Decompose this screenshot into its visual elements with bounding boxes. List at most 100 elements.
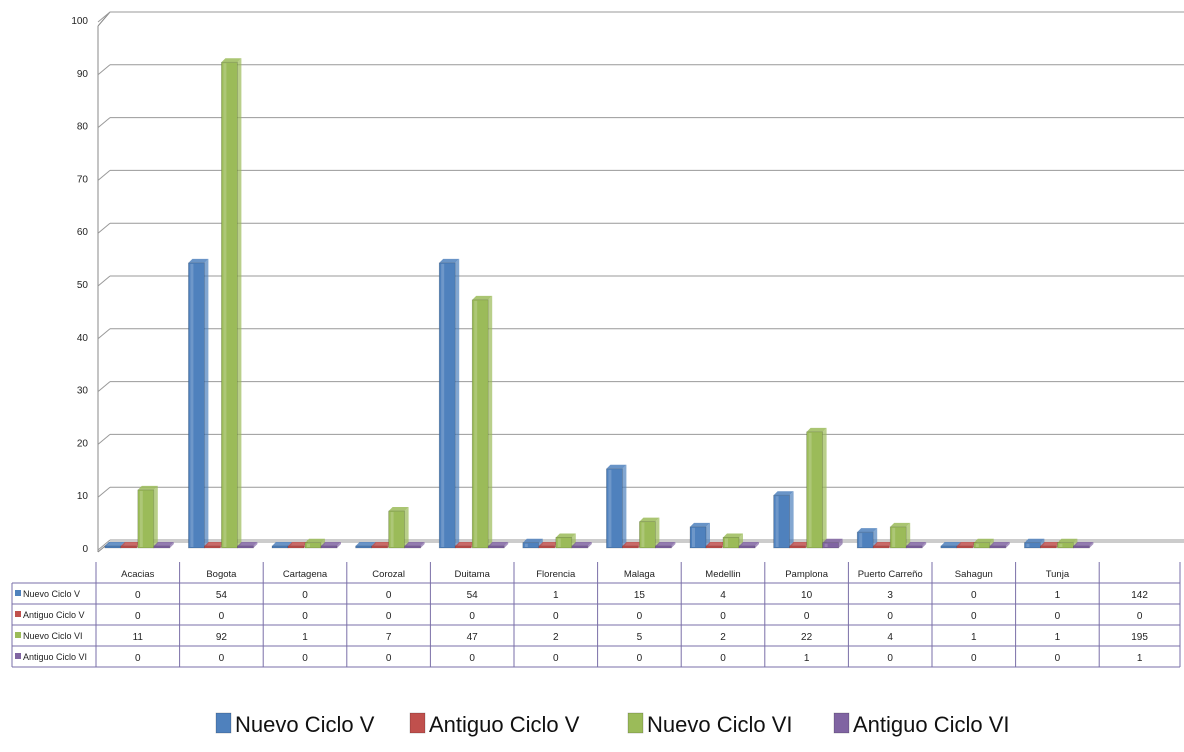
bar-side [822, 427, 827, 548]
data-cell: 1 [804, 653, 810, 664]
data-cell: 0 [637, 653, 643, 664]
bar-highlight [557, 538, 561, 547]
bar-side [922, 542, 927, 548]
bar-front [1040, 545, 1057, 549]
bar-top [890, 522, 911, 527]
bar-highlight [892, 527, 896, 547]
bar [606, 464, 627, 549]
bar-front [622, 545, 639, 549]
data-cell: 5 [637, 632, 643, 643]
bar-top [789, 542, 810, 546]
bar-highlight [859, 533, 863, 547]
bar [773, 491, 794, 549]
bar-side [1089, 542, 1094, 548]
bar-top [137, 485, 158, 490]
data-cell: 22 [801, 632, 813, 643]
data-cell: 11 [133, 632, 144, 643]
data-cell: 0 [971, 653, 977, 664]
data-cell: 0 [971, 611, 977, 622]
bar [404, 542, 425, 549]
bar-front [438, 262, 456, 549]
data-cell: 0 [720, 611, 726, 622]
bar-front [705, 545, 723, 549]
series-swatch [15, 611, 21, 617]
bar-top [639, 517, 660, 522]
total-cell: 142 [1131, 590, 1148, 601]
legend-swatch [833, 712, 850, 734]
gridline-diag [97, 170, 111, 181]
bar-top [237, 542, 258, 546]
bar-top [606, 464, 627, 469]
series-swatch [15, 632, 21, 638]
y-tick-label: 30 [77, 386, 89, 397]
category-label: Florencia [536, 569, 576, 580]
gridline-diag [97, 381, 111, 392]
bar-top [1024, 538, 1045, 543]
bar-top [305, 538, 325, 543]
gridline-diag [97, 64, 111, 76]
data-cell: 0 [135, 590, 141, 601]
bar-front [1057, 542, 1074, 549]
bar [471, 295, 493, 549]
bar [538, 542, 559, 549]
bar-front [153, 545, 171, 549]
bar-top [455, 542, 476, 546]
y-tick-label: 60 [77, 227, 89, 238]
bar-front [237, 545, 254, 549]
bar-top [773, 491, 794, 496]
bar-highlight [975, 543, 979, 547]
bar-top [690, 522, 710, 527]
bar-front [973, 542, 991, 549]
bar-front [471, 299, 489, 549]
bar [905, 542, 927, 549]
bar-highlight [390, 512, 394, 547]
data-cell: 7 [386, 632, 392, 643]
bar-side [655, 517, 660, 548]
series-swatch [15, 653, 21, 659]
data-cell: 1 [553, 590, 559, 601]
category-label: Puerto Carreño [858, 569, 923, 580]
data-cell: 0 [553, 653, 559, 664]
bar-front [454, 545, 472, 549]
bar [1057, 538, 1078, 549]
bar-front [204, 545, 221, 549]
bar-front [555, 537, 573, 549]
data-cell: 0 [135, 611, 141, 622]
data-cell: 1 [971, 632, 977, 643]
bar-top [538, 542, 559, 546]
bar-side [153, 485, 158, 548]
data-cell: 4 [887, 632, 893, 643]
data-cell: 0 [553, 611, 559, 622]
gridline-diag [97, 275, 111, 287]
bar [388, 507, 409, 549]
bar-highlight [524, 543, 528, 547]
category-label: Tunja [1046, 569, 1070, 580]
bar-front [689, 526, 707, 549]
bar-top [873, 542, 894, 546]
total-cell: 1 [1137, 653, 1143, 664]
bar [639, 517, 660, 549]
bar-highlight [441, 263, 445, 547]
bar-front [789, 545, 806, 549]
bar-front [388, 510, 405, 549]
legend-label: Antiguo Ciclo V [429, 712, 580, 737]
bar-top [940, 542, 961, 546]
bar-front [320, 545, 338, 549]
bar [722, 533, 743, 549]
category-label: Bogota [206, 569, 237, 580]
bar-top [1073, 542, 1094, 546]
bar [872, 542, 894, 549]
data-cell: 0 [219, 611, 225, 622]
bar-top [404, 542, 425, 546]
bar-side [337, 542, 341, 548]
category-label: Duitama [455, 569, 491, 580]
category-label: Malaga [624, 569, 656, 580]
bar-front [355, 545, 372, 549]
data-cell: 54 [467, 590, 479, 601]
bar-highlight [775, 496, 779, 547]
bar-top [188, 258, 209, 263]
bar-front [940, 545, 958, 549]
bar-top [104, 542, 125, 546]
